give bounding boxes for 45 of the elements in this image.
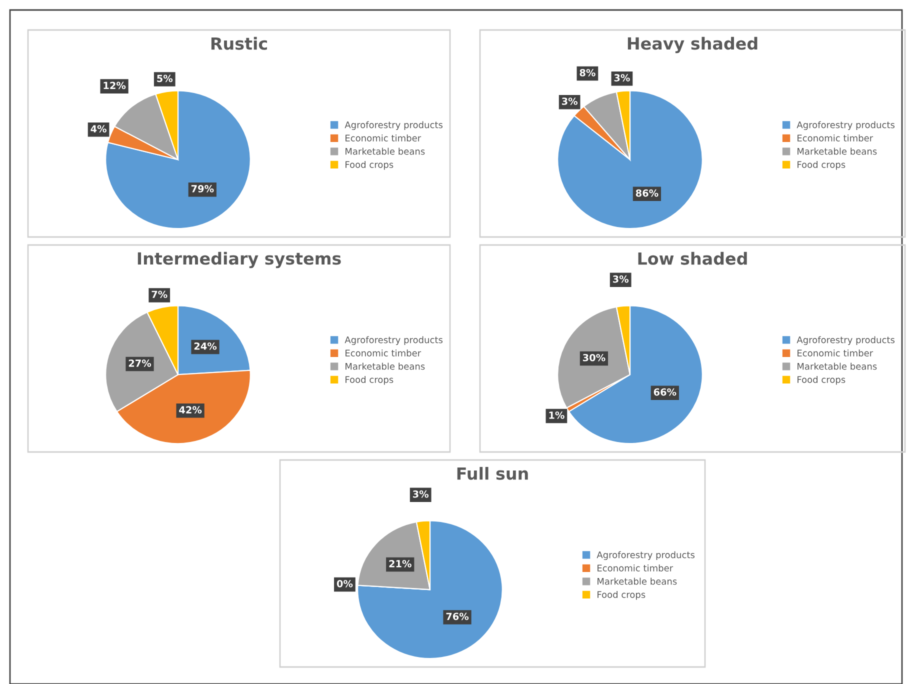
legend-label: Marketable beans xyxy=(346,362,425,370)
data-label: 86% xyxy=(636,189,658,197)
data-label: 79% xyxy=(191,185,214,192)
legend-label: Food crops xyxy=(798,161,846,170)
data-label: 8% xyxy=(580,69,596,76)
legend-label: Economic timber xyxy=(798,350,874,356)
data-label: 66% xyxy=(654,388,676,396)
chart-title: Full sun xyxy=(457,466,528,480)
data-label: 1% xyxy=(549,411,564,419)
data-label: 76% xyxy=(446,612,469,620)
legend-label: Food crops xyxy=(598,591,646,600)
chart-title: Rustic xyxy=(211,36,267,50)
legend-label: Marketable beans xyxy=(798,362,877,370)
data-label: 7% xyxy=(152,290,168,298)
legend-label: Agroforestry products xyxy=(796,121,895,130)
legend-label: Economic timber xyxy=(598,564,674,572)
legend-label: Food crops xyxy=(346,161,394,170)
data-label: 3% xyxy=(612,275,629,283)
data-label: 27% xyxy=(128,360,152,367)
legend-label: Agroforestry products xyxy=(344,336,443,345)
chart-title: Intermediary systems xyxy=(138,252,341,268)
legend-label: Economic timber xyxy=(346,350,422,356)
legend-label: Economic timber xyxy=(798,134,874,142)
chart-title: Heavy shaded xyxy=(628,36,758,54)
data-label: 3% xyxy=(614,74,630,82)
legend-label: Food crops xyxy=(346,376,394,385)
data-label: 12% xyxy=(104,82,126,90)
legend-label: Food crops xyxy=(798,376,846,385)
legend-label: Marketable beans xyxy=(798,148,877,155)
legend-label: Agroforestry products xyxy=(796,336,895,345)
data-label: 21% xyxy=(389,560,412,568)
data-label: 30% xyxy=(582,354,606,362)
data-label: 5% xyxy=(157,74,173,82)
text: 0% xyxy=(336,580,353,588)
legend-label: Marketable beans xyxy=(598,578,677,585)
data-label: 42% xyxy=(179,406,202,414)
data-label: 24% xyxy=(194,342,217,350)
chart-title: Low shaded xyxy=(638,252,747,265)
data-label: 3% xyxy=(412,490,429,498)
legend-label: Economic timber xyxy=(346,134,422,142)
legend-label: Agroforestry products xyxy=(344,121,443,130)
legend-label: Agroforestry products xyxy=(596,551,695,560)
data-label: 3% xyxy=(562,98,578,105)
data-label: 4% xyxy=(90,125,106,132)
legend-label: Marketable beans xyxy=(346,148,425,155)
